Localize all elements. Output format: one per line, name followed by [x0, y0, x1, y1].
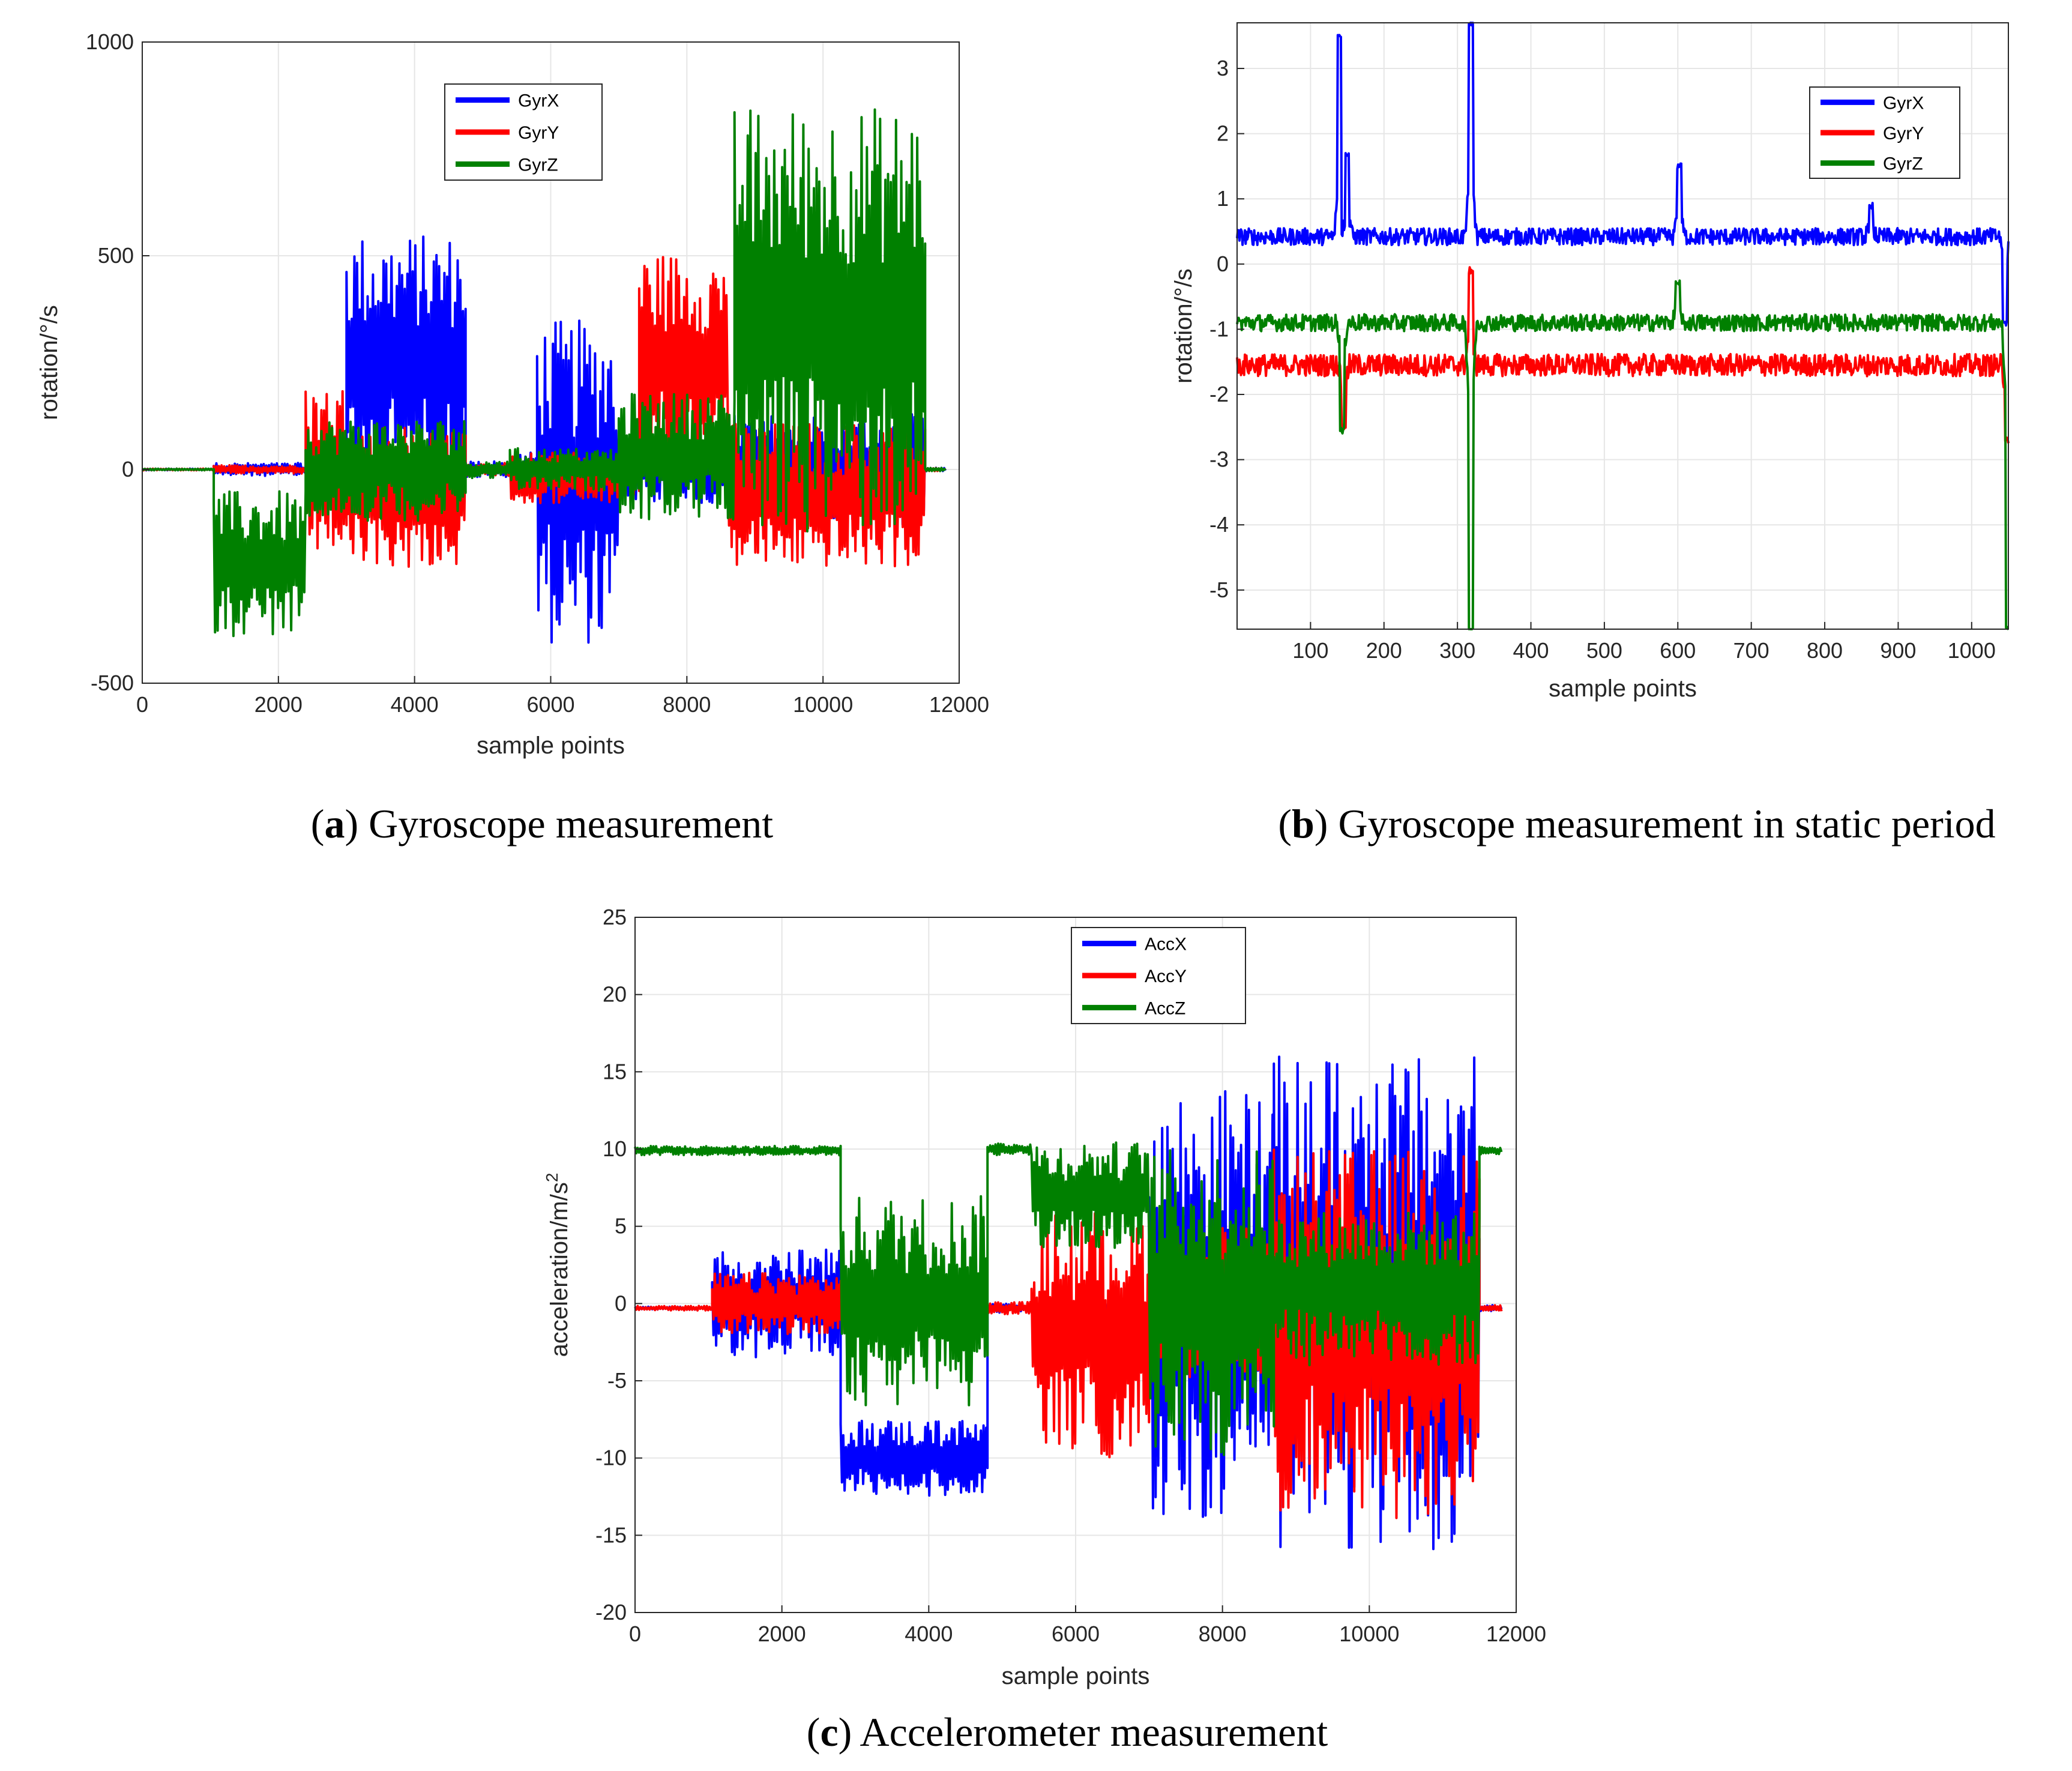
c-x-tick-label: 12000	[1486, 1622, 1546, 1646]
b-y-tick-label: -4	[1209, 512, 1229, 537]
c-legend: AccX AccY AccZ	[1071, 927, 1246, 1024]
a-series-group	[141, 108, 947, 644]
c-x-tick-label: 0	[629, 1622, 641, 1646]
a-x-tick-label: 10000	[793, 692, 853, 717]
a-x-tick-label: 0	[136, 692, 148, 717]
a-y-tick-label: 500	[98, 243, 134, 268]
c-y-tick-label: -20	[595, 1600, 627, 1625]
b-x-tick-label: 300	[1439, 638, 1475, 663]
b-x-tick-label: 400	[1513, 638, 1549, 663]
c-y-tick-label: 20	[603, 982, 627, 1007]
b-y-tick-label: 3	[1217, 56, 1229, 80]
b-y-tick-label: 0	[1217, 252, 1229, 276]
c-y-tick-label: 5	[615, 1214, 627, 1238]
c-y-tick-label: 0	[615, 1291, 627, 1315]
c-legend-label-accx: AccX	[1145, 935, 1187, 955]
a-y-tick-label: 0	[122, 457, 134, 481]
b-series-group	[1236, 22, 2010, 630]
b-y-tick-label: -2	[1209, 382, 1229, 406]
a-legend-label-gyrz: GyrZ	[518, 155, 558, 175]
a-x-tick-label: 12000	[929, 692, 989, 717]
b-y-tick-label: 1	[1217, 186, 1229, 211]
c-series-line-accz	[634, 1141, 1503, 1456]
b-y-tick-label: -5	[1209, 578, 1229, 602]
c-x-tick-label: 4000	[905, 1622, 953, 1646]
b-tick-labels: 100 200 300 400 500 600 700 800 900 1000 -5 -4 -3 -2 -…	[1209, 56, 1996, 663]
c-y-tick-label: -10	[595, 1446, 627, 1470]
b-x-axis-label: sample points	[1549, 675, 1697, 702]
b-legend-label-gyry: GyrY	[1883, 124, 1924, 143]
c-legend-label-accz: AccZ	[1145, 998, 1185, 1018]
a-legend: GyrX GyrY GyrZ	[444, 83, 603, 181]
c-x-tick-label: 8000	[1199, 1622, 1247, 1646]
panel-c-accelerometer-chart: 0 2000 4000 6000 8000 10000 12000 -20 -15 -10 -5 0 5…	[543, 905, 1546, 1755]
b-x-tick-label: 1000	[1948, 638, 1996, 663]
b-caption-text: Gyroscope measurement in static period	[1328, 801, 1995, 846]
c-x-tick-label: 10000	[1339, 1622, 1399, 1646]
b-y-axis-label: rotation/°/s	[1170, 268, 1197, 384]
b-legend-label-gyrx: GyrX	[1883, 93, 1924, 113]
c-y-tick-label: 15	[603, 1059, 627, 1084]
c-y-axis-label: acceleration/m/s2	[543, 1173, 573, 1357]
c-caption: (c) Accelerometer measurement	[807, 1709, 1328, 1755]
c-y-axis-label-text: acceleration/m/s	[546, 1182, 573, 1357]
a-x-tick-label: 6000	[526, 692, 574, 717]
a-caption: (a) Gyroscope measurement	[311, 801, 774, 846]
a-caption-letter: a	[324, 801, 345, 846]
panel-a-gyroscope-chart: 0 2000 4000 6000 8000 10000 12000-50005001000 …	[36, 29, 989, 846]
b-series-line-gyrz	[1236, 279, 2009, 630]
b-x-tick-label: 700	[1733, 638, 1769, 663]
b-series-line-gyrx	[1236, 22, 2010, 327]
c-x-tick-label: 6000	[1052, 1622, 1100, 1646]
b-x-tick-label: 100	[1292, 638, 1328, 663]
a-y-tick-label: -500	[91, 671, 134, 695]
a-y-tick-label: 1000	[86, 29, 134, 54]
b-legend-label-gyrz: GyrZ	[1883, 154, 1923, 174]
a-legend-label-gyry: GyrY	[518, 123, 559, 143]
a-x-tick-label: 2000	[254, 692, 303, 717]
b-legend: GyrX GyrY GyrZ	[1809, 86, 1960, 179]
b-x-tick-label: 900	[1880, 638, 1916, 663]
a-x-axis-label: sample points	[477, 732, 625, 759]
c-y-axis-label-sup: 2	[543, 1173, 561, 1183]
b-x-tick-label: 200	[1366, 638, 1402, 663]
c-legend-label-accy: AccY	[1145, 967, 1187, 986]
a-caption-text: Gyroscope measurement	[358, 801, 773, 846]
c-tick-labels: 0 2000 4000 6000 8000 10000 12000 -20 -15 -10 -5 0 5…	[595, 905, 1546, 1646]
c-caption-letter: c	[820, 1709, 838, 1755]
c-x-axis-label: sample points	[1002, 1663, 1150, 1689]
c-y-tick-label: -5	[607, 1368, 627, 1393]
b-caption: (b) Gyroscope measurement in static peri…	[1278, 801, 1995, 846]
b-plot-frame	[1236, 22, 2009, 630]
b-x-tick-label: 500	[1586, 638, 1622, 663]
c-x-tick-label: 2000	[758, 1622, 806, 1646]
c-caption-text: Accelerometer measurement	[852, 1709, 1328, 1755]
a-x-tick-label: 4000	[391, 692, 439, 717]
panel-b-static-gyroscope-chart: 100 200 300 400 500 600 700 800 900 1000 -5 -4 -3 -2 -…	[1170, 22, 2010, 846]
c-y-tick-label: -15	[595, 1522, 627, 1547]
b-x-tick-label: 600	[1660, 638, 1696, 663]
c-y-tick-label: 25	[603, 905, 627, 929]
a-series-line-gyrz	[141, 108, 947, 638]
a-x-tick-label: 8000	[663, 692, 711, 717]
b-caption-letter: b	[1292, 801, 1315, 846]
b-y-tick-label: -1	[1209, 316, 1229, 341]
b-x-tick-label: 800	[1807, 638, 1843, 663]
b-y-tick-label: 2	[1217, 121, 1229, 146]
b-series-line-gyry	[1236, 266, 2010, 444]
a-legend-label-gyrx: GyrX	[518, 91, 559, 111]
b-y-tick-label: -3	[1209, 447, 1229, 472]
c-series-group	[634, 1055, 1503, 1551]
c-y-tick-label: 10	[603, 1136, 627, 1161]
a-y-axis-label: rotation/°/s	[36, 305, 62, 420]
